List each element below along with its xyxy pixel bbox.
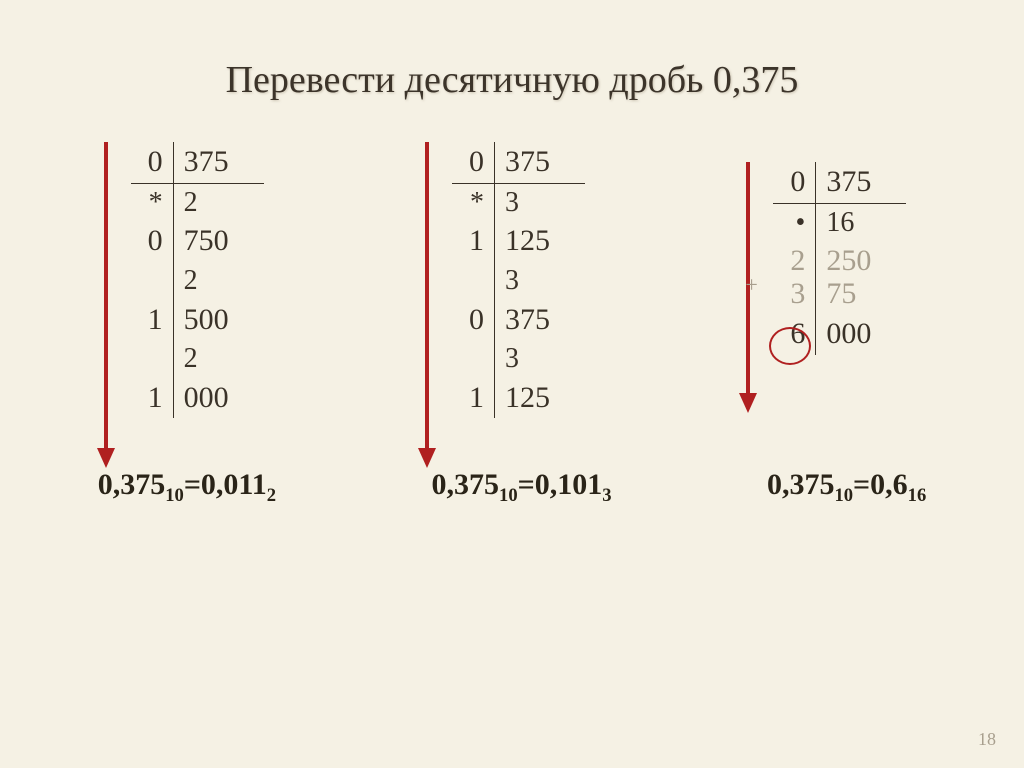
result-binary: 0,37510=0,0112 <box>98 468 276 507</box>
calculation-columns: 0375 *2 0750 2 1500 2 1000 0375 *3 1125 … <box>0 142 1024 418</box>
hex-top-int: 0 <box>773 162 816 204</box>
hex-top-frac: 375 <box>816 162 906 204</box>
binary-column: 0375 *2 0750 2 1500 2 1000 <box>61 142 321 418</box>
bin-mult3: 2 <box>174 340 264 378</box>
ter-digit-1: 1 <box>452 221 495 262</box>
bin-mult1: 2 <box>174 184 264 222</box>
result-hex: 0,37510=0,616 <box>767 468 926 507</box>
bin-op1: * <box>131 184 174 222</box>
hex-rem-final: 000 <box>816 314 906 355</box>
plus-icon: + <box>745 270 757 300</box>
bin-rem-3: 000 <box>174 378 264 419</box>
ter-top-frac: 375 <box>495 142 585 184</box>
ter-rem-3: 125 <box>495 378 585 419</box>
bin-top-frac: 375 <box>174 142 264 184</box>
bin-digit-2: 1 <box>131 300 174 341</box>
ter-rem-1: 125 <box>495 221 585 262</box>
hex-step-3-int: 3 <box>773 274 816 315</box>
ter-digit-3: 1 <box>452 378 495 419</box>
hex-step-3-frac: 75 <box>816 274 906 315</box>
binary-arrow <box>91 142 121 482</box>
bin-digit-1: 0 <box>131 221 174 262</box>
hex-result-circle <box>769 327 811 365</box>
ter-rem-2: 375 <box>495 300 585 341</box>
bin-digit-3: 1 <box>131 378 174 419</box>
bin-top-int: 0 <box>131 142 174 184</box>
ter-mult2: 3 <box>495 262 585 300</box>
ternary-arrow <box>412 142 442 482</box>
hex-op1: • <box>773 204 816 242</box>
bin-mult2: 2 <box>174 262 264 300</box>
ternary-column: 0375 *3 1125 3 0375 3 1125 <box>382 142 642 418</box>
result-ternary: 0,37510=0,1013 <box>432 468 612 507</box>
ter-digit-2: 0 <box>452 300 495 341</box>
bin-rem-1: 750 <box>174 221 264 262</box>
ter-mult1: 3 <box>495 184 585 222</box>
ter-top-int: 0 <box>452 142 495 184</box>
results-row: 0,37510=0,0112 0,37510=0,1013 0,37510=0,… <box>0 468 1024 507</box>
hex-mult1: 16 <box>816 204 906 242</box>
slide-title: Перевести десятичную дробь 0,375 <box>0 0 1024 102</box>
page-number: 18 <box>978 729 996 750</box>
ter-mult3: 3 <box>495 340 585 378</box>
hex-column: 0375 •16 2250 375 6000 + <box>703 142 963 418</box>
ter-op1: * <box>452 184 495 222</box>
bin-rem-2: 500 <box>174 300 264 341</box>
